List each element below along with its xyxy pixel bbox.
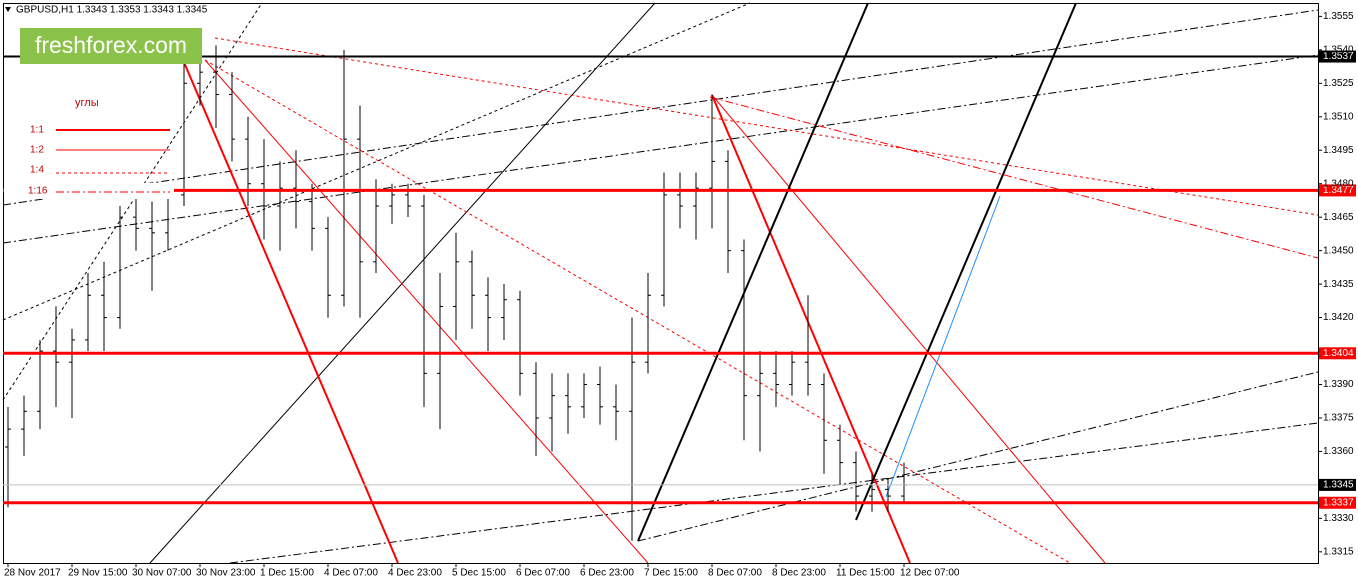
trend-line [855,2,1077,521]
y-tick-label: 1.3435 [1323,279,1354,290]
y-tick-label: 1.3465 [1323,212,1354,223]
level-label: 1.3537 [1323,51,1354,62]
level-label: 1.3404 [1323,348,1354,359]
chart-title: GBPUSD,H1 1.3343 1.3353 1.3343 1.3345 [16,5,208,16]
y-tick-label: 1.3525 [1323,78,1354,89]
x-tick-label: 11 Dec 15:00 [836,568,895,579]
level-label: 1.3477 [1323,185,1354,196]
y-tick-label: 1.3315 [1323,546,1354,557]
watermark: freshforex.com [35,32,187,58]
y-tick-label: 1.3510 [1323,111,1354,122]
y-tick-label: 1.3330 [1323,513,1354,524]
legend: 1:1 1:2 1:4 1:16 [28,125,170,197]
x-tick-label: 4 Dec 07:00 [324,568,378,579]
channel-line [2,2,263,401]
angle-line [182,59,399,564]
x-tick-label: 6 Dec 23:00 [580,568,634,579]
channel-line [229,422,1319,564]
y-tick-label: 1.3420 [1323,312,1354,323]
angle-line [204,59,1071,564]
y-tick-label: 1.3360 [1323,446,1354,457]
level-label: 1.3345 [1323,480,1354,491]
x-tick-label: 8 Dec 23:00 [772,568,826,579]
menu-icon [5,7,11,12]
y-tick-label: 1.3540 [1323,44,1354,55]
angle-line [709,96,1319,259]
angle-line [204,59,649,564]
x-tick-label: 29 Nov 15:00 [68,568,128,579]
legend-item: 1:2 [30,145,44,156]
x-tick-label: 30 Nov 07:00 [132,568,192,579]
y-tick-label: 1.3495 [1323,145,1354,156]
bars [5,32,907,541]
channel-line [637,371,1319,542]
legend-title: углы [75,97,99,109]
channel-line [2,9,1319,206]
projection-line [885,195,1001,498]
levels: 1.3537 1.3477 1.3404 1.3337 1.3345 [3,50,1356,509]
level-label-box [1319,50,1356,63]
x-tick-label: 30 Nov 23:00 [196,568,256,579]
y-tick-label: 1.3450 [1323,245,1354,256]
x-tick-label: 6 Dec 07:00 [516,568,570,579]
level-label-box [1319,184,1356,197]
y-tick-label: 1.3375 [1323,413,1354,424]
x-tick-label: 8 Dec 07:00 [708,568,762,579]
y-tick-label: 1.3390 [1323,379,1354,390]
legend-item: 1:4 [30,165,44,176]
angle-line [214,37,1319,216]
y-tick-label: 1.3480 [1323,178,1354,189]
x-tick-label: 12 Dec 07:00 [900,568,960,579]
plot-frame [3,3,1319,564]
channel-line [2,54,1319,244]
level-label-box [1319,478,1356,491]
x-tick-label: 4 Dec 23:00 [388,568,442,579]
trend-line [149,2,656,564]
y-tick-label: 1.3555 [1323,11,1354,22]
legend-bg [4,183,174,199]
x-tick-label: 28 Nov 2017 [4,568,61,579]
legend-item: 1:16 [28,186,48,197]
level-label-box [1319,347,1356,360]
watermark-box [20,28,202,64]
level-label-box [1319,496,1356,509]
legend-item: 1:1 [30,125,44,136]
x-tick-label: 5 Dec 15:00 [452,568,506,579]
trend-line [637,2,869,542]
x-tick-label: 7 Dec 15:00 [644,568,698,579]
level-label: 1.3337 [1323,497,1354,508]
x-tick-label: 1 Dec 15:00 [260,568,314,579]
